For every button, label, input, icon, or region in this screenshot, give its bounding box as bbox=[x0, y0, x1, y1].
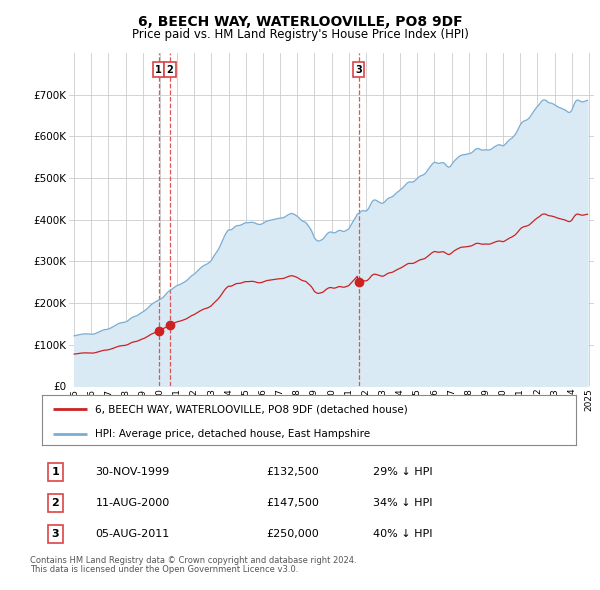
Text: Price paid vs. HM Land Registry's House Price Index (HPI): Price paid vs. HM Land Registry's House … bbox=[131, 28, 469, 41]
Text: £132,500: £132,500 bbox=[266, 467, 319, 477]
Text: 6, BEECH WAY, WATERLOOVILLE, PO8 9DF (detached house): 6, BEECH WAY, WATERLOOVILLE, PO8 9DF (de… bbox=[95, 404, 408, 414]
Text: 29% ↓ HPI: 29% ↓ HPI bbox=[373, 467, 433, 477]
Text: 40% ↓ HPI: 40% ↓ HPI bbox=[373, 529, 433, 539]
Text: Contains HM Land Registry data © Crown copyright and database right 2024.: Contains HM Land Registry data © Crown c… bbox=[30, 556, 356, 565]
Text: 34% ↓ HPI: 34% ↓ HPI bbox=[373, 498, 433, 508]
Text: 6, BEECH WAY, WATERLOOVILLE, PO8 9DF: 6, BEECH WAY, WATERLOOVILLE, PO8 9DF bbox=[137, 15, 463, 29]
Text: 30-NOV-1999: 30-NOV-1999 bbox=[95, 467, 170, 477]
Text: £250,000: £250,000 bbox=[266, 529, 319, 539]
Text: 3: 3 bbox=[355, 65, 362, 75]
Text: 05-AUG-2011: 05-AUG-2011 bbox=[95, 529, 170, 539]
Text: 2: 2 bbox=[52, 498, 59, 508]
Text: This data is licensed under the Open Government Licence v3.0.: This data is licensed under the Open Gov… bbox=[30, 565, 298, 574]
Text: 1: 1 bbox=[52, 467, 59, 477]
Text: 11-AUG-2000: 11-AUG-2000 bbox=[95, 498, 170, 508]
Text: £147,500: £147,500 bbox=[266, 498, 319, 508]
Text: 2: 2 bbox=[167, 65, 173, 75]
Text: 3: 3 bbox=[52, 529, 59, 539]
Text: 1: 1 bbox=[155, 65, 162, 75]
Text: HPI: Average price, detached house, East Hampshire: HPI: Average price, detached house, East… bbox=[95, 430, 371, 440]
